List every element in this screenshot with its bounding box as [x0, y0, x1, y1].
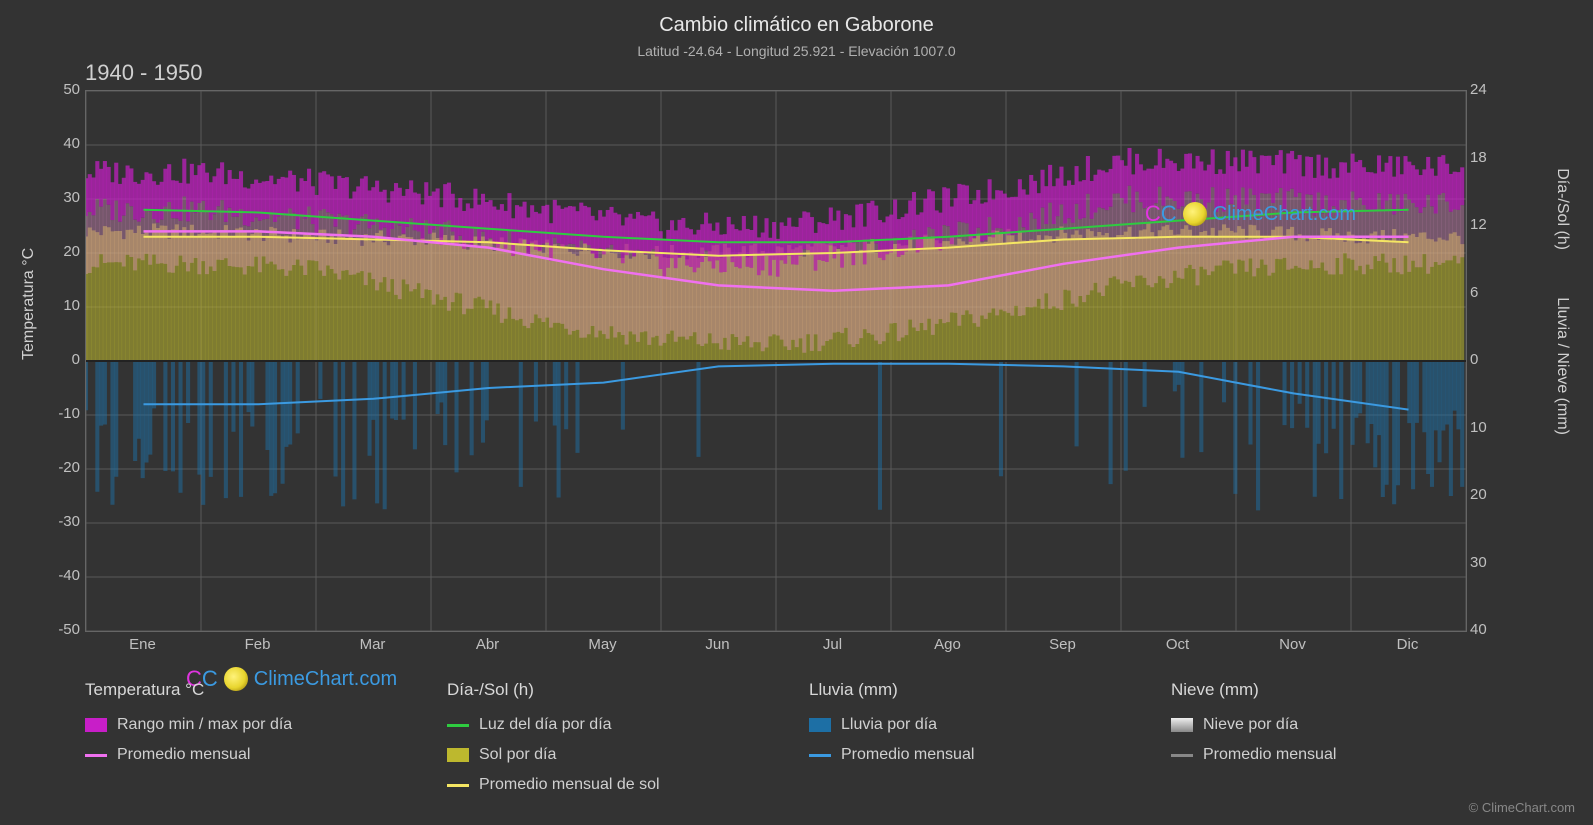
sun-icon: [1183, 202, 1207, 226]
legend-header: Temperatura °C: [85, 680, 447, 700]
y-tick-left: 50: [40, 81, 80, 98]
chart-svg: [86, 91, 1466, 631]
legend-item-daylight: Luz del día por día: [447, 716, 809, 734]
y-axis-left-label: Temperatura °C: [20, 248, 38, 360]
x-tick-month: Mar: [343, 636, 403, 653]
y-tick-left: 40: [40, 135, 80, 152]
x-tick-month: Jul: [803, 636, 863, 653]
copyright-label: © ClimeChart.com: [1469, 800, 1575, 815]
y-tick-left: -10: [40, 405, 80, 422]
x-tick-month: Jun: [688, 636, 748, 653]
legend-label: Promedio mensual de sol: [479, 776, 660, 794]
legend-header: Lluvia (mm): [809, 680, 1171, 700]
y-tick-right: 0: [1470, 351, 1510, 368]
swatch-blue-line: [809, 754, 831, 757]
legend-header: Nieve (mm): [1171, 680, 1533, 700]
swatch-grey-fill: [1171, 718, 1193, 732]
legend: Temperatura °C Rango min / max por día P…: [85, 680, 1533, 794]
x-tick-month: Oct: [1148, 636, 1208, 653]
legend-item-temp-avg: Promedio mensual: [85, 746, 447, 764]
chart-plot-area: CC ClimeChart.com CC ClimeChart.com: [85, 90, 1467, 632]
root-container: Cambio climático en Gaborone Latitud -24…: [0, 0, 1593, 825]
legend-item-rain-avg: Promedio mensual: [809, 746, 1171, 764]
legend-item-sun-avg: Promedio mensual de sol: [447, 776, 809, 794]
y-axis-right-bottom-label: Lluvia / Nieve (mm): [1553, 297, 1571, 435]
swatch-magenta-fill: [85, 718, 107, 732]
y-tick-left: -50: [40, 621, 80, 638]
x-tick-month: Ene: [113, 636, 173, 653]
legend-label: Promedio mensual: [117, 746, 250, 764]
legend-item-rain: Lluvia por día: [809, 716, 1171, 734]
swatch-grey-line: [1171, 754, 1193, 757]
legend-label: Promedio mensual: [841, 746, 974, 764]
x-tick-month: May: [573, 636, 633, 653]
y-tick-left: 10: [40, 297, 80, 314]
y-tick-right: 40: [1470, 621, 1510, 638]
y-tick-left: 0: [40, 351, 80, 368]
x-tick-month: Dic: [1378, 636, 1438, 653]
y-tick-right: 18: [1470, 149, 1510, 166]
logo-c-icon: CC: [1145, 201, 1177, 227]
x-tick-month: Feb: [228, 636, 288, 653]
chart-title: Cambio climático en Gaborone: [0, 0, 1593, 37]
legend-col-snow: Nieve (mm) Nieve por día Promedio mensua…: [1171, 680, 1533, 794]
legend-label: Promedio mensual: [1203, 746, 1336, 764]
logo-text: ClimeChart.com: [1213, 203, 1356, 226]
swatch-blue-fill: [809, 718, 831, 732]
y-tick-left: 30: [40, 189, 80, 206]
y-tick-left: -30: [40, 513, 80, 530]
y-axis-right-top-label: Día-/Sol (h): [1553, 168, 1571, 250]
legend-col-daysun: Día-/Sol (h) Luz del día por día Sol por…: [447, 680, 809, 794]
x-tick-month: Ago: [918, 636, 978, 653]
legend-item-sun: Sol por día: [447, 746, 809, 764]
legend-col-temp: Temperatura °C Rango min / max por día P…: [85, 680, 447, 794]
legend-col-rain: Lluvia (mm) Lluvia por día Promedio mens…: [809, 680, 1171, 794]
period-label: 1940 - 1950: [85, 60, 202, 86]
legend-label: Sol por día: [479, 746, 556, 764]
y-tick-right: 24: [1470, 81, 1510, 98]
legend-label: Rango min / max por día: [117, 716, 292, 734]
legend-header: Día-/Sol (h): [447, 680, 809, 700]
x-tick-month: Sep: [1033, 636, 1093, 653]
legend-label: Lluvia por día: [841, 716, 937, 734]
y-tick-right: 20: [1470, 486, 1510, 503]
y-tick-left: 20: [40, 243, 80, 260]
swatch-olive-fill: [447, 748, 469, 762]
x-tick-month: Nov: [1263, 636, 1323, 653]
climechart-logo-top: CC ClimeChart.com: [1145, 201, 1356, 227]
y-tick-left: -20: [40, 459, 80, 476]
y-tick-right: 12: [1470, 216, 1510, 233]
chart-subtitle: Latitud -24.64 - Longitud 25.921 - Eleva…: [0, 43, 1593, 59]
y-tick-right: 30: [1470, 554, 1510, 571]
swatch-pink-line: [85, 754, 107, 757]
legend-label: Luz del día por día: [479, 716, 612, 734]
y-tick-right: 6: [1470, 284, 1510, 301]
legend-item-snow-avg: Promedio mensual: [1171, 746, 1533, 764]
y-tick-right: 10: [1470, 419, 1510, 436]
legend-item-snow: Nieve por día: [1171, 716, 1533, 734]
swatch-green-line: [447, 724, 469, 727]
legend-item-temp-range: Rango min / max por día: [85, 716, 447, 734]
legend-label: Nieve por día: [1203, 716, 1298, 734]
swatch-yellow-line: [447, 784, 469, 787]
x-tick-month: Abr: [458, 636, 518, 653]
y-tick-left: -40: [40, 567, 80, 584]
